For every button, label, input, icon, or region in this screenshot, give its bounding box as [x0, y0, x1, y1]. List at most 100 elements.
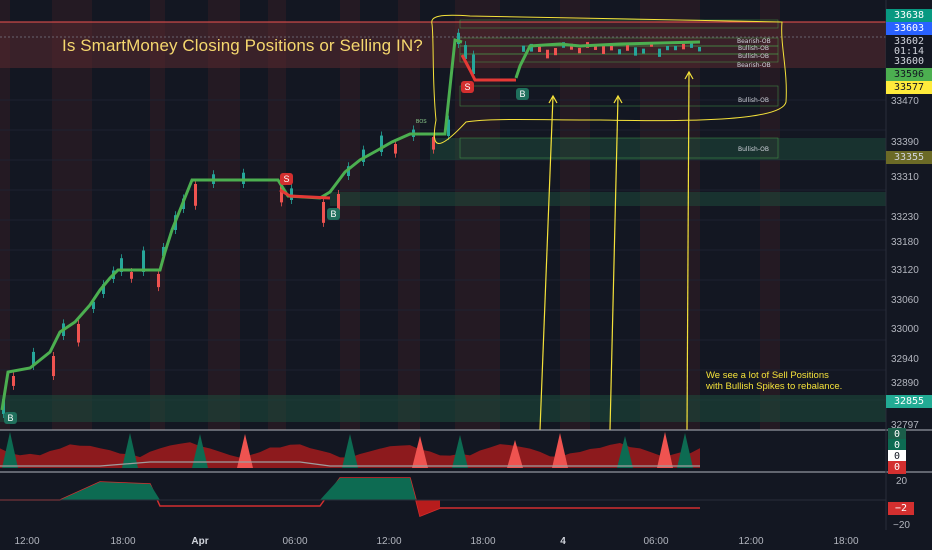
candle-body [546, 49, 549, 59]
osc2-area [416, 500, 440, 516]
sell-signal-marker[interactable]: S [461, 81, 474, 93]
candle-body [290, 188, 293, 200]
session-band [150, 0, 165, 430]
time-axis-label: 12:00 [738, 536, 764, 547]
price-tag-3: 33600 [886, 55, 932, 68]
price-axis-label: 33470 [891, 96, 919, 107]
support-zone [430, 138, 886, 160]
bos-label: BOS [416, 119, 427, 125]
annotation-arrow [539, 95, 554, 431]
candle-body [642, 48, 645, 54]
sell-signal-marker[interactable]: S [280, 173, 293, 185]
osc1-tag-b: 0 [888, 439, 906, 452]
ob-label-bullish-2: Bullish-OB [738, 53, 770, 60]
price-axis-label: 33060 [891, 295, 919, 306]
ob-label-bearish-2: Bearish-OB [737, 62, 771, 69]
arrow-head [684, 70, 694, 80]
candle-body [32, 351, 35, 366]
candle-body [12, 376, 15, 386]
price-tag-low: 32855 [886, 395, 932, 408]
candle-body [337, 194, 340, 215]
osc1-spike [192, 434, 208, 468]
candle-body [698, 46, 701, 52]
price-tag-last: 33603 [886, 22, 932, 35]
time-axis-label: 18:00 [470, 536, 496, 547]
osc1-spike [237, 434, 253, 468]
session-band [560, 0, 590, 430]
osc1-line [0, 461, 700, 467]
osc1-spike [617, 436, 633, 468]
arrow-head [613, 94, 623, 104]
osc2-axis-top: 20 [896, 476, 908, 487]
candle-body [578, 47, 581, 54]
buy-signal-marker[interactable]: B [516, 88, 529, 100]
osc1-spike [2, 432, 18, 468]
osc1-spike [657, 432, 673, 468]
order-block-box [459, 19, 779, 29]
candle-body [362, 149, 365, 162]
price-axis-label: 33230 [891, 212, 919, 223]
session-band [640, 0, 700, 430]
osc1-tag-a: 0 [888, 428, 906, 441]
osc2-area [60, 482, 160, 500]
candle-body [52, 356, 55, 377]
candle-body [157, 274, 160, 288]
candle-body [674, 45, 677, 51]
osc1-spike [452, 435, 468, 468]
chart-headline-annotation: Is SmartMoney Closing Positions or Selli… [62, 36, 423, 55]
candle-body [682, 43, 685, 50]
candle-body [92, 301, 95, 309]
time-axis-label: 18:00 [833, 536, 859, 547]
candle-body [610, 45, 613, 51]
session-band [455, 0, 500, 430]
candle-body [530, 43, 533, 52]
candle-body [457, 32, 460, 44]
candle-body [554, 47, 557, 56]
buy-signal-marker[interactable]: B [4, 412, 17, 424]
osc1-tag-d: 0 [888, 461, 906, 474]
candle-body [472, 54, 475, 74]
candle-body [120, 258, 123, 272]
price-tag-zone: 33355 [886, 151, 932, 164]
price-tag-yellow: 33577 [886, 81, 932, 94]
osc2-axis-bottom: −20 [893, 520, 910, 531]
session-band [268, 0, 286, 430]
candle-body [77, 324, 80, 343]
candle-body [522, 45, 525, 52]
candle-body [690, 43, 693, 48]
buy-signal-marker[interactable]: B [327, 208, 340, 220]
price-axis-label: 33180 [891, 237, 919, 248]
headline-zone [0, 22, 886, 68]
ob-label-bullish-low: Bullish-OB [738, 146, 770, 153]
candle-body [394, 144, 397, 154]
session-band [0, 0, 10, 430]
candle-body [602, 45, 605, 55]
note-line-1: We see a lot of Sell Positions [706, 370, 829, 381]
osc1-spike [677, 433, 693, 468]
osc1-spike [552, 433, 568, 468]
candle-body [322, 202, 325, 223]
candle-body [280, 184, 283, 203]
time-axis-label-day: 4 [560, 536, 566, 547]
time-axis-label: 06:00 [282, 536, 308, 547]
candle-body [618, 49, 621, 55]
ob-label-bullish-mid: Bullish-OB [738, 97, 770, 104]
candle-body [142, 250, 145, 272]
session-band [340, 0, 360, 430]
candle-body [432, 137, 435, 150]
ob-label-bullish-1: Bullish-OB [738, 45, 770, 52]
trend-line-bear [279, 54, 516, 200]
time-axis-label-month: Apr [191, 536, 209, 547]
time-axis-label: 12:00 [14, 536, 40, 547]
osc2-area [320, 478, 416, 500]
osc1-spike [412, 436, 428, 468]
support-zone [330, 192, 886, 206]
candle-body [102, 284, 105, 294]
trend-line-bull [0, 38, 701, 411]
osc1-spike [122, 433, 138, 468]
price-tag-high: 33638 [886, 9, 932, 22]
session-band [398, 0, 420, 430]
price-axis-label: 32797 [891, 420, 919, 431]
support-zone [0, 395, 886, 422]
